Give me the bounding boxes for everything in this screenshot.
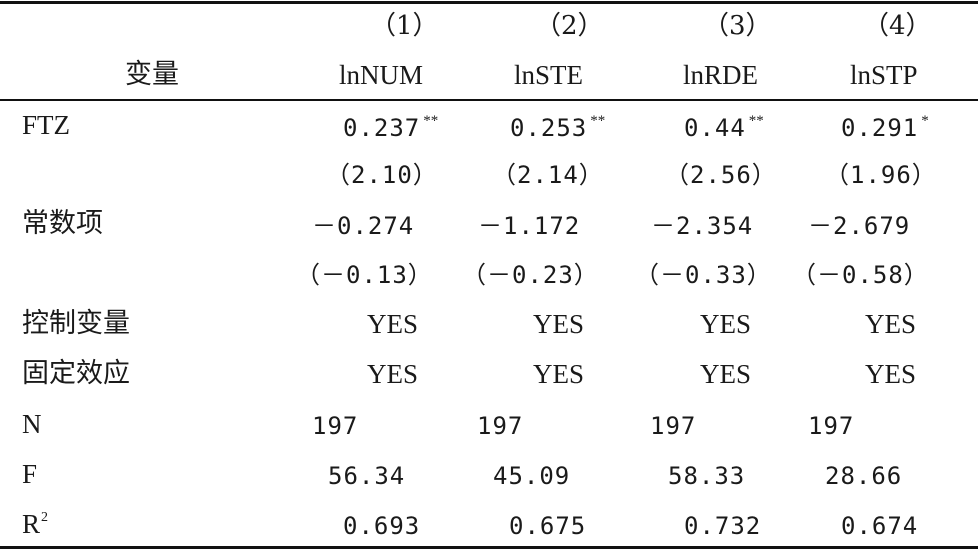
- coef-value: 0.291: [841, 114, 919, 142]
- yes-flag: YES: [865, 309, 917, 339]
- obs-count: 197: [808, 412, 855, 440]
- bottom-rule: [0, 546, 978, 549]
- r-squared-exponent: 2: [41, 510, 49, 525]
- coef-value: 0.237: [343, 114, 421, 142]
- t-stat: （－0.13）: [296, 261, 433, 289]
- coef-value: －0.274: [312, 212, 415, 240]
- r-squared-letter: R: [22, 509, 41, 539]
- row-label-f: F: [22, 459, 38, 489]
- yes-flag: YES: [865, 359, 917, 389]
- row-label-ftz: FTZ: [22, 110, 71, 140]
- t-stat: （2.14）: [492, 161, 604, 189]
- significance-mark: **: [748, 113, 764, 129]
- f-stat: 56.34: [328, 462, 406, 490]
- coef-cell: 0.291 *: [841, 112, 929, 148]
- row-label-controls: 控制变量: [22, 308, 130, 339]
- col-name-3: lnRDE: [683, 60, 759, 90]
- obs-count: 197: [650, 412, 697, 440]
- coef-value: 0.253: [510, 114, 588, 142]
- coef-value: －2.679: [808, 212, 911, 240]
- r-squared-value: 0.674: [841, 512, 919, 540]
- row-label-r-squared: R2: [22, 508, 48, 546]
- coef-cell: 0.44 **: [684, 112, 764, 148]
- f-stat: 58.33: [668, 462, 746, 490]
- coef-value: 0.44: [684, 114, 746, 142]
- obs-count: 197: [312, 412, 359, 440]
- col-name-4: lnSTP: [850, 60, 918, 90]
- r-squared-value: 0.675: [509, 512, 587, 540]
- yes-flag: YES: [533, 309, 585, 339]
- f-stat: 28.66: [825, 462, 903, 490]
- yes-flag: YES: [367, 309, 419, 339]
- yes-flag: YES: [367, 359, 419, 389]
- obs-count: 197: [477, 412, 524, 440]
- coef-cell: 0.253 **: [510, 112, 605, 148]
- col-number-1: （1）: [370, 11, 439, 41]
- f-stat: 45.09: [493, 462, 571, 490]
- significance-mark: **: [590, 113, 606, 129]
- col-name-1: lnNUM: [339, 60, 424, 90]
- header-rule: [0, 99, 978, 101]
- yes-flag: YES: [700, 359, 752, 389]
- r-squared-value: 0.732: [684, 512, 762, 540]
- t-stat: （2.10）: [326, 161, 438, 189]
- variable-header: 变量: [125, 59, 179, 90]
- t-stat: （2.56）: [665, 161, 777, 189]
- yes-flag: YES: [533, 359, 585, 389]
- row-label-constant: 常数项: [22, 208, 103, 239]
- coef-cell: 0.237 **: [343, 112, 438, 148]
- r-squared-value: 0.693: [343, 512, 421, 540]
- yes-flag: YES: [700, 309, 752, 339]
- t-stat: （－0.58）: [792, 261, 929, 289]
- significance-mark: *: [921, 113, 929, 129]
- col-number-2: （2）: [535, 11, 604, 41]
- significance-mark: **: [423, 113, 439, 129]
- t-stat: （－0.33）: [635, 261, 772, 289]
- t-stat: （1.96）: [825, 161, 937, 189]
- col-number-4: （4）: [863, 11, 932, 41]
- col-name-2: lnSTE: [514, 60, 584, 90]
- col-number-3: （3）: [703, 11, 772, 41]
- coef-value: －2.354: [651, 212, 754, 240]
- row-label-n: N: [22, 409, 42, 439]
- top-rule: [0, 1, 978, 4]
- coef-value: －1.172: [478, 212, 581, 240]
- t-stat: （－0.23）: [462, 261, 599, 289]
- row-label-fixed-effects: 固定效应: [22, 358, 130, 389]
